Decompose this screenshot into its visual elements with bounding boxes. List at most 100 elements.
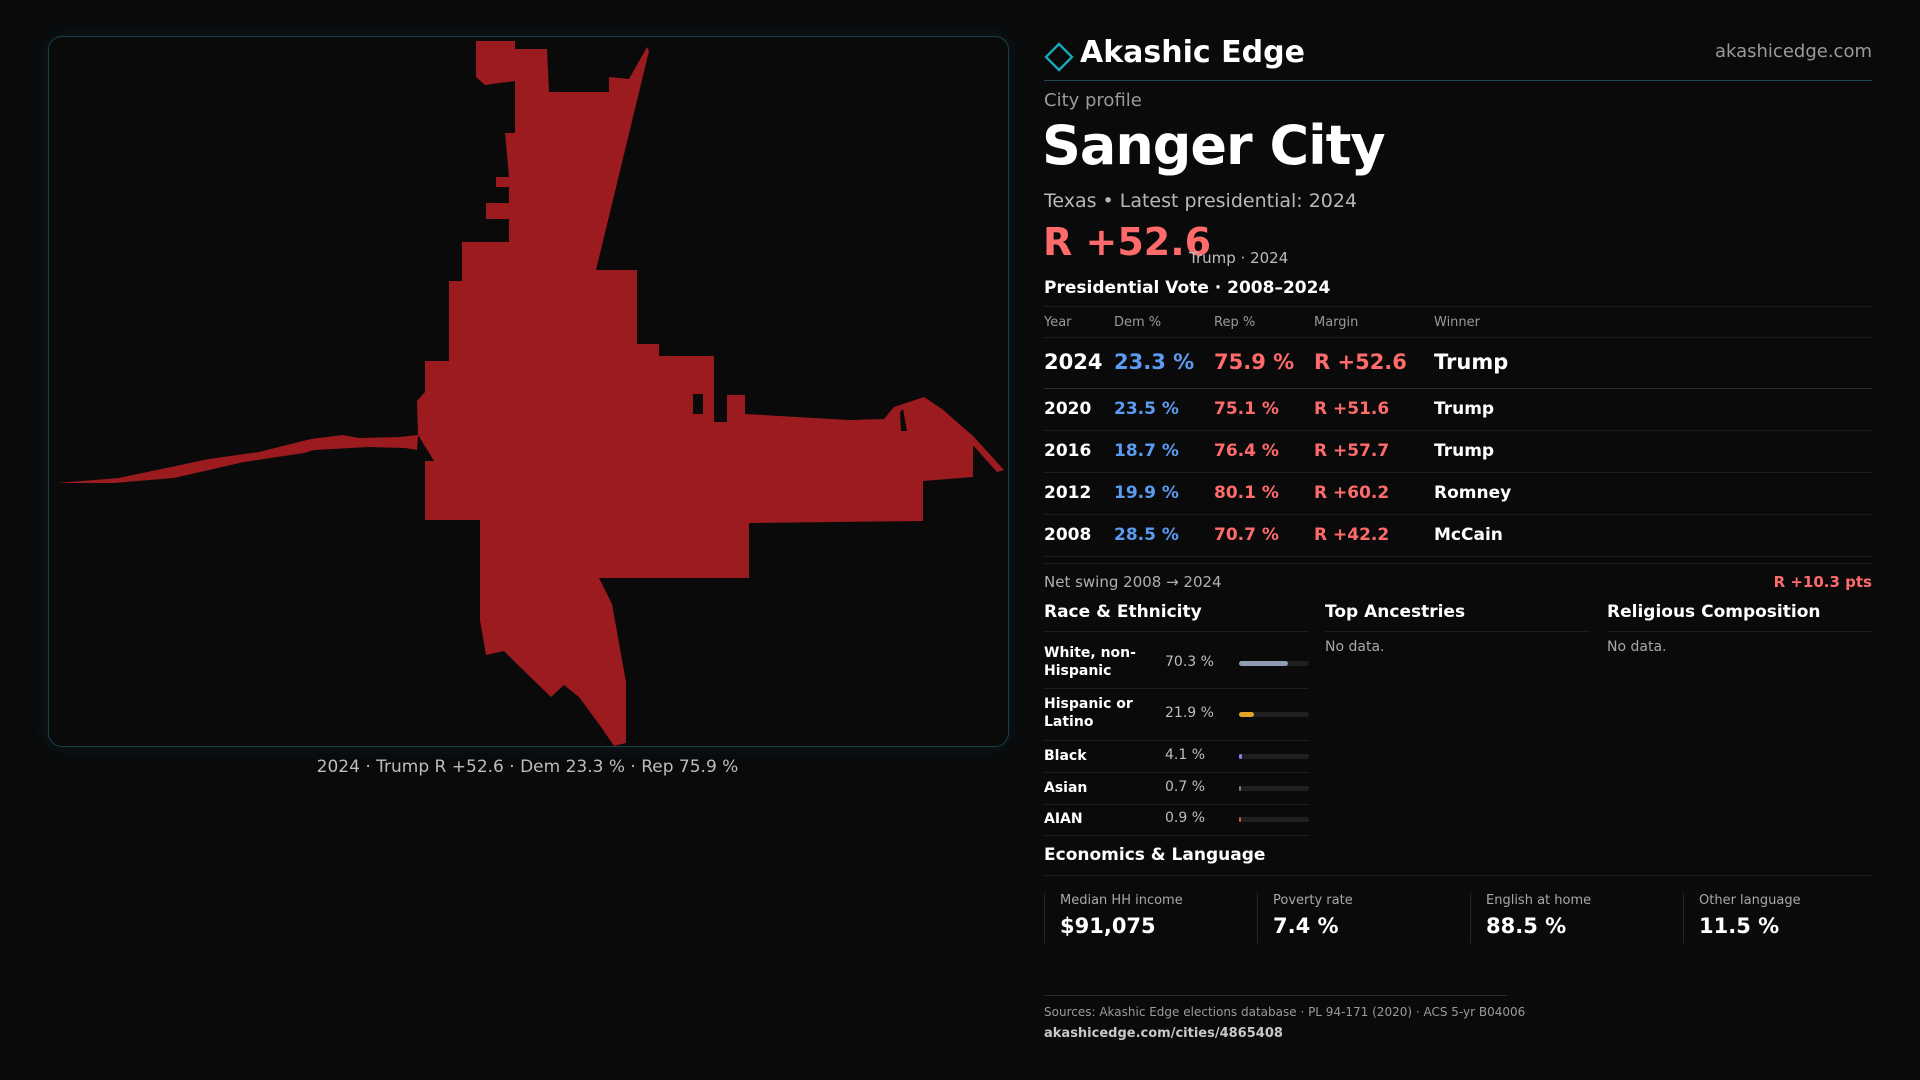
column-header-rep: Rep % xyxy=(1214,315,1256,330)
net-swing-value: R +10.3 pts xyxy=(1773,573,1872,591)
brand-header: Akashic Edge akashicedge.com xyxy=(1044,32,1872,81)
race-label: Asian xyxy=(1044,780,1088,796)
latest-election: Latest presidential: 2024 xyxy=(1119,190,1358,212)
stat-value: $91,075 xyxy=(1060,914,1156,938)
race-bar-track xyxy=(1239,817,1309,822)
religion-empty: No data. xyxy=(1607,639,1667,655)
profile-kicker: City profile xyxy=(1044,90,1142,111)
city-boundary-map[interactable] xyxy=(48,36,1009,747)
stat-card-poverty: Poverty rate 7.4 % xyxy=(1257,893,1470,943)
economics-section-title: Economics & Language xyxy=(1044,845,1266,865)
race-bar-fill xyxy=(1239,661,1288,666)
page-title: Sanger City xyxy=(1042,114,1386,177)
cell-year: 2008 xyxy=(1044,525,1092,545)
race-pct: 0.7 % xyxy=(1165,779,1206,795)
brand-url-link[interactable]: akashicedge.com xyxy=(1714,41,1872,62)
race-bar-track xyxy=(1239,786,1309,791)
race-label: Hispanic or Latino xyxy=(1044,696,1133,730)
stat-card-english: English at home 88.5 % xyxy=(1470,893,1683,943)
race-row: Asian 0.7 % xyxy=(1044,774,1309,805)
cell-winner: Trump xyxy=(1434,441,1495,461)
race-section-title: Race & Ethnicity xyxy=(1044,602,1202,622)
net-swing-label: Net swing 2008 → 2024 xyxy=(1044,573,1222,591)
cell-dem: 19.9 % xyxy=(1114,483,1179,503)
state-name: Texas xyxy=(1044,190,1097,212)
cell-year: 2020 xyxy=(1044,399,1092,419)
column-header-winner: Winner xyxy=(1434,315,1481,330)
cell-margin: R +60.2 xyxy=(1314,483,1390,503)
race-row: Hispanic or Latino 21.9 % xyxy=(1044,690,1309,741)
cell-dem: 28.5 % xyxy=(1114,525,1179,545)
race-bar-track xyxy=(1239,661,1309,666)
table-row: 2020 23.5 % 75.1 % R +51.6 Trump xyxy=(1044,389,1872,431)
profile-subline: Texas • Latest presidential: 2024 xyxy=(1044,190,1357,212)
cell-rep: 76.4 % xyxy=(1214,441,1279,461)
race-bar-fill xyxy=(1239,712,1254,717)
cell-rep: 70.7 % xyxy=(1214,525,1279,545)
religion-section-title: Religious Composition xyxy=(1607,602,1821,622)
table-row: 2012 19.9 % 80.1 % R +60.2 Romney xyxy=(1044,473,1872,515)
table-row: 2008 28.5 % 70.7 % R +42.2 McCain xyxy=(1044,515,1872,557)
map-gap xyxy=(693,394,703,414)
table-row: 2024 23.3 % 75.9 % R +52.6 Trump xyxy=(1044,338,1872,389)
race-row: AIAN 0.9 % xyxy=(1044,805,1309,836)
city-boundary-spur xyxy=(57,435,418,483)
cell-dem: 23.3 % xyxy=(1114,350,1195,374)
stat-card-income: Median HH income $91,075 xyxy=(1044,893,1257,943)
column-header-dem: Dem % xyxy=(1114,315,1162,330)
cell-rep: 75.9 % xyxy=(1214,350,1295,374)
race-pct: 0.9 % xyxy=(1165,810,1206,826)
stat-card-other-language: Other language 11.5 % xyxy=(1683,893,1873,943)
race-label: White, non-Hispanic xyxy=(1044,645,1136,679)
map-caption: 2024 · Trump R +52.6 · Dem 23.3 % · Rep … xyxy=(316,757,739,777)
source-url-link[interactable]: akashicedge.com/cities/4865408 xyxy=(1044,1026,1283,1041)
cell-margin: R +52.6 xyxy=(1314,350,1407,374)
headline-margin-note: Trump · 2024 xyxy=(1189,249,1289,267)
race-pct: 21.9 % xyxy=(1165,705,1214,721)
table-header-row: Year Dem % Rep % Margin Winner xyxy=(1044,307,1872,338)
column-header-year: Year xyxy=(1044,315,1072,330)
divider xyxy=(1607,631,1872,632)
cell-margin: R +51.6 xyxy=(1314,399,1390,419)
ancestries-section-title: Top Ancestries xyxy=(1325,602,1466,622)
separator-dot: • xyxy=(1102,190,1114,212)
divider xyxy=(1044,631,1309,632)
divider xyxy=(1044,995,1507,996)
race-row: Black 4.1 % xyxy=(1044,742,1309,773)
race-bar-fill xyxy=(1239,817,1241,822)
cell-winner: Trump xyxy=(1434,350,1509,374)
race-bar-track xyxy=(1239,754,1309,759)
stat-value: 7.4 % xyxy=(1273,914,1339,938)
vote-section-title: Presidential Vote · 2008–2024 xyxy=(1044,278,1331,298)
headline-margin: R +52.6 xyxy=(1043,220,1212,264)
stat-label: English at home xyxy=(1486,893,1592,908)
diamond-logo-icon xyxy=(1044,42,1074,72)
race-row: White, non-Hispanic 70.3 % xyxy=(1044,640,1309,689)
map-gap xyxy=(900,409,907,431)
cell-winner: McCain xyxy=(1434,525,1503,545)
stat-label: Other language xyxy=(1699,893,1801,908)
cell-year: 2012 xyxy=(1044,483,1092,503)
race-label: Black xyxy=(1044,748,1087,764)
cell-year: 2016 xyxy=(1044,441,1092,461)
race-bar-fill xyxy=(1239,786,1241,791)
cell-margin: R +42.2 xyxy=(1314,525,1390,545)
net-swing-row: Net swing 2008 → 2024 R +10.3 pts xyxy=(1044,563,1872,596)
race-pct: 70.3 % xyxy=(1165,654,1214,670)
race-bar-track xyxy=(1239,712,1309,717)
ancestries-empty: No data. xyxy=(1325,639,1385,655)
table-row: 2016 18.7 % 76.4 % R +57.7 Trump xyxy=(1044,431,1872,473)
stat-value: 11.5 % xyxy=(1699,914,1780,938)
column-header-margin: Margin xyxy=(1314,315,1359,330)
race-label: AIAN xyxy=(1044,811,1083,827)
stat-label: Poverty rate xyxy=(1273,893,1353,908)
city-boundary-main xyxy=(417,41,977,746)
brand-name: Akashic Edge xyxy=(1080,35,1305,70)
cell-dem: 23.5 % xyxy=(1114,399,1179,419)
sources-text: Sources: Akashic Edge elections database… xyxy=(1044,1005,1526,1019)
cell-rep: 75.1 % xyxy=(1214,399,1279,419)
divider xyxy=(1325,631,1590,632)
cell-rep: 80.1 % xyxy=(1214,483,1279,503)
stat-label: Median HH income xyxy=(1060,893,1183,908)
cell-year: 2024 xyxy=(1044,350,1103,374)
